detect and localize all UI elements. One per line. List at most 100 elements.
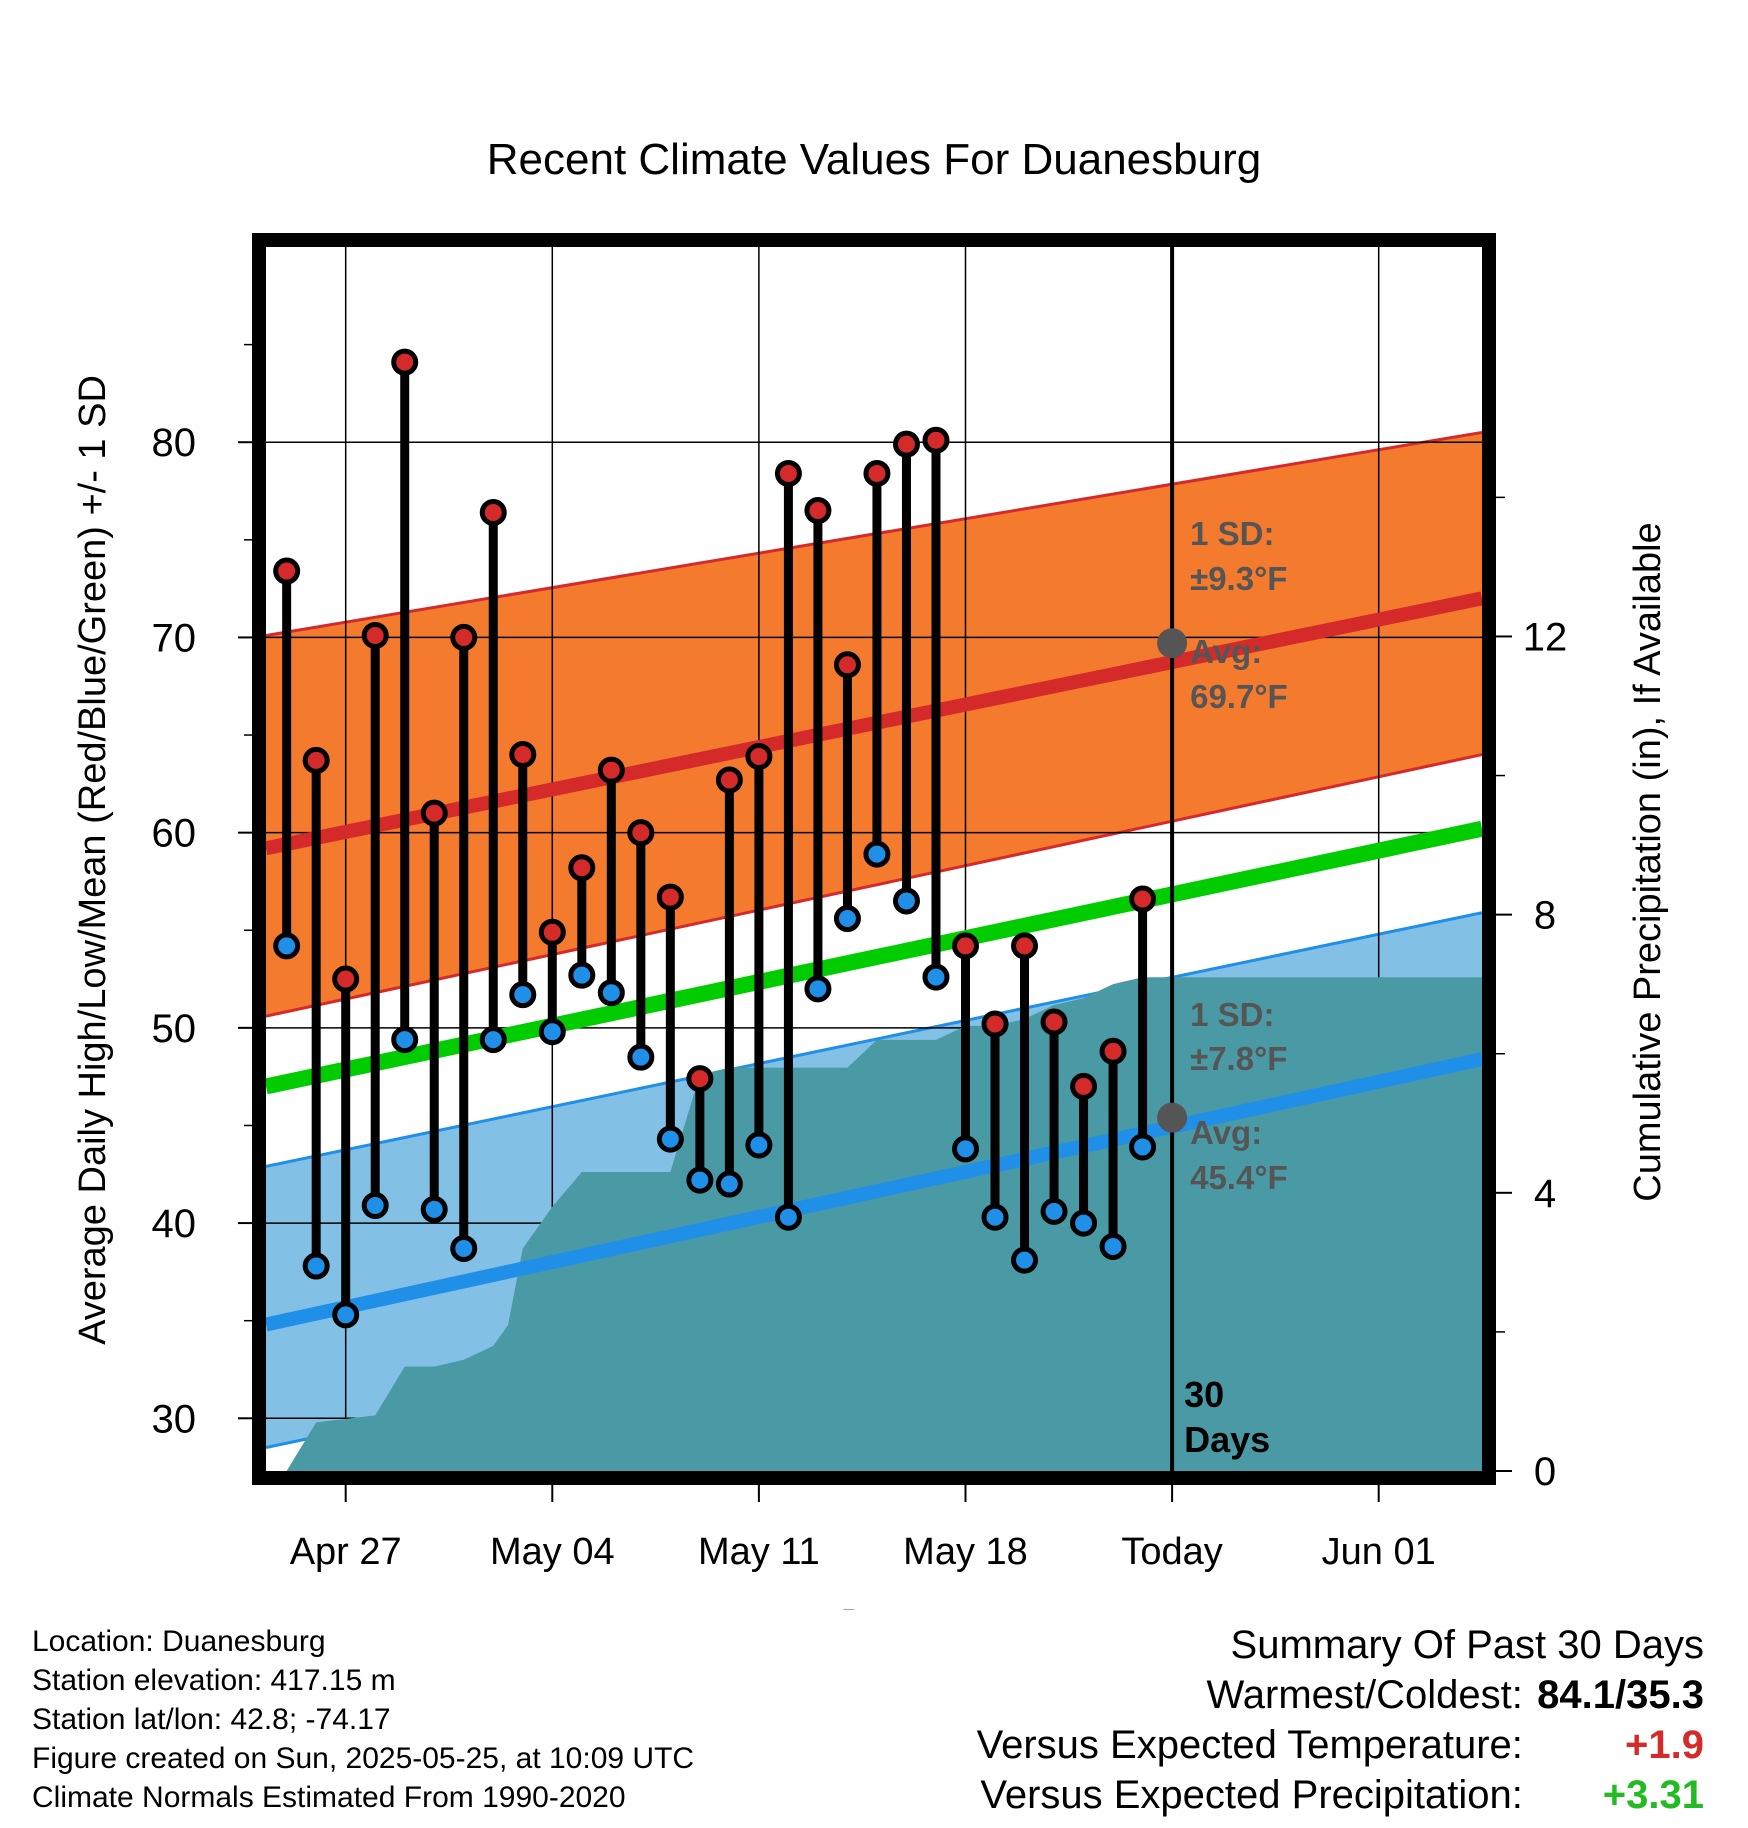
cumulative-precip-area: [286, 977, 1482, 1471]
low-avg-value: 45.4°F: [1190, 1159, 1288, 1196]
daily-low-point: [1129, 1133, 1157, 1161]
daily-low-point: [1040, 1197, 1068, 1225]
daily-low-point: [686, 1166, 714, 1194]
daily-low-point: [302, 1252, 330, 1280]
daily-low-point: [892, 887, 920, 915]
x-tick-label: Jun 01: [1322, 1531, 1436, 1573]
x-axis-label: Day: [840, 1603, 908, 1610]
mean-avg-line: [266, 820, 1482, 1095]
y-left-tick-label: 40: [152, 1202, 197, 1246]
daily-low-point: [420, 1195, 448, 1223]
daily-high-point: [804, 497, 832, 525]
daily-low-point: [538, 1018, 566, 1046]
high-avg-label: Avg:: [1190, 633, 1262, 670]
high-sd-label: 1 SD:: [1190, 515, 1274, 552]
daily-low-point: [656, 1125, 684, 1153]
summary-panel: Summary Of Past 30 Days Warmest/Coldest:…: [977, 1620, 1704, 1820]
daily-high-point: [450, 623, 478, 651]
high-sd-value: ±9.3°F: [1190, 560, 1287, 597]
daily-high-point: [922, 426, 950, 454]
daily-low-point: [597, 979, 625, 1007]
x-tick-label: Apr 27: [290, 1531, 402, 1573]
daily-high-point: [774, 459, 802, 487]
daily-high-point: [1011, 932, 1039, 960]
climate-chart: Recent Climate Values For Duanesburg 1 S…: [72, 135, 1669, 1610]
y-left-tick-label: 30: [152, 1397, 197, 1441]
x-tick-label: Today: [1121, 1531, 1222, 1573]
y-right-tick-label: 4: [1534, 1172, 1556, 1216]
today-days-word: Days: [1184, 1419, 1270, 1460]
today-days-number: 30: [1184, 1374, 1224, 1415]
daily-low-point: [273, 932, 301, 960]
elevation-text: Station elevation: 417.15 m: [32, 1664, 396, 1697]
station-info: Location: Duanesburg Station elevation: …: [32, 1622, 694, 1817]
daily-high-point: [509, 741, 537, 769]
daily-high-point: [656, 883, 684, 911]
warm-cold-row: Warmest/Coldest: 84.1/35.3: [977, 1670, 1705, 1720]
daily-high-point: [597, 756, 625, 784]
daily-low-point: [627, 1043, 655, 1071]
daily-low-point: [715, 1170, 743, 1198]
high-avg-value: 69.7°F: [1190, 678, 1288, 715]
daily-high-point: [745, 743, 773, 771]
daily-high-point: [1040, 1008, 1068, 1036]
daily-high-point: [479, 498, 507, 526]
y-left-tick-label: 50: [152, 1007, 197, 1051]
y-left-tick-label: 80: [152, 421, 197, 465]
warm-cold-label: Warmest/Coldest:: [1206, 1673, 1523, 1717]
daily-high-point: [686, 1065, 714, 1093]
x-tick-label: May 11: [698, 1531, 820, 1573]
daily-low-point: [1070, 1209, 1098, 1237]
daily-high-point: [420, 799, 448, 827]
daily-low-point: [981, 1203, 1009, 1231]
daily-high-point: [1129, 885, 1157, 913]
summary-title: Summary Of Past 30 Days: [1230, 1623, 1704, 1667]
daily-low-point: [922, 963, 950, 991]
daily-high-point: [538, 918, 566, 946]
daily-high-point: [361, 621, 389, 649]
warm-cold-value: 84.1/35.3: [1537, 1673, 1704, 1717]
location-text: Location: Duanesburg: [32, 1625, 326, 1658]
daily-low-point: [774, 1203, 802, 1231]
daily-high-point: [568, 854, 596, 882]
temp-value: +1.9: [1625, 1723, 1704, 1767]
daily-low-point: [391, 1026, 419, 1054]
precip-label: Versus Expected Precipitation:: [980, 1773, 1523, 1817]
daily-low-point: [804, 975, 832, 1003]
y-left-tick-label: 70: [152, 616, 197, 660]
today-low-avg-dot: [1157, 1102, 1188, 1133]
daily-low-point: [479, 1026, 507, 1054]
x-tick-label: May 18: [903, 1531, 1028, 1573]
plot-frame: [252, 233, 1496, 1485]
y-left-tick-label: 60: [152, 812, 197, 856]
daily-high-point: [981, 1010, 1009, 1038]
high-band-lower-edge: [266, 753, 1482, 1018]
y-left-axis-label: Average Daily High/Low/Mean (Red/Blue/Gr…: [72, 375, 114, 1345]
daily-high-point: [833, 651, 861, 679]
precip-value: +3.31: [1602, 1773, 1704, 1817]
daily-low-point: [863, 840, 891, 868]
low-avg-line: [266, 1052, 1482, 1332]
daily-high-point: [332, 965, 360, 993]
daily-low-point: [361, 1192, 389, 1220]
chart-title: Recent Climate Values For Duanesburg: [487, 135, 1261, 184]
low-sd-value: ±7.8°F: [1190, 1040, 1287, 1077]
daily-high-point: [951, 932, 979, 960]
y-right-tick-label: 8: [1534, 894, 1556, 938]
daily-low-point: [509, 981, 537, 1009]
precip-row: Versus Expected Precipitation: +3.31: [977, 1770, 1704, 1820]
daily-high-point: [627, 819, 655, 847]
latlon-text: Station lat/lon: 42.8; -74.17: [32, 1703, 391, 1736]
daily-high-point: [391, 348, 419, 376]
daily-low-point: [1099, 1233, 1127, 1261]
daily-high-point: [892, 430, 920, 458]
daily-high-point: [1070, 1072, 1098, 1100]
created-text: Figure created on Sun, 2025-05-25, at 10…: [32, 1742, 695, 1775]
daily-high-point: [302, 746, 330, 774]
daily-high-point: [273, 557, 301, 585]
daily-high-point: [715, 766, 743, 794]
low-sd-label: 1 SD:: [1190, 996, 1274, 1033]
today-high-avg-dot: [1157, 628, 1188, 659]
y-right-tick-label: 12: [1523, 615, 1568, 659]
daily-low-point: [450, 1234, 478, 1262]
